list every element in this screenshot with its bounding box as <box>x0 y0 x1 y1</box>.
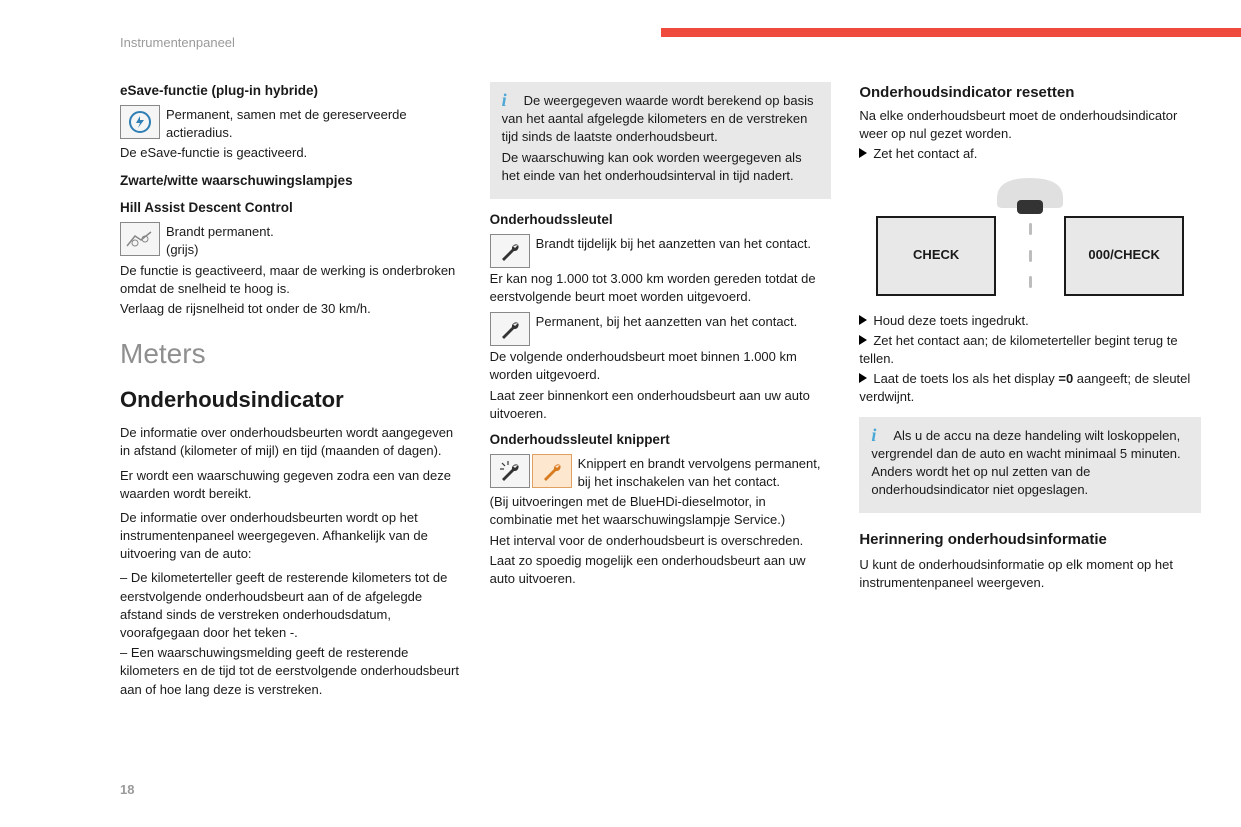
knippert-p3: Laat zo spoedig mogelijk een onderhoudsb… <box>490 552 832 588</box>
ind-p2: Er wordt een waarschuwing gegeven zodra … <box>120 467 462 503</box>
indicator-heading: Onderhoudsindicator <box>120 385 462 416</box>
main-columns: eSave-functie (plug-in hybride) Permanen… <box>120 82 1201 701</box>
wrench-flash-icon <box>490 454 530 488</box>
reset-b3: Zet het contact aan; de kilometerteller … <box>859 332 1201 368</box>
column-3: Onderhoudsindicator resetten Na elke ond… <box>859 82 1201 701</box>
herinner-p: U kunt de onderhoudsinformatie op elk mo… <box>859 556 1201 592</box>
bullet-arrow-icon <box>859 148 867 158</box>
hill-desc1: Brandt permanent. <box>166 224 274 239</box>
car-silhouette-icon <box>987 170 1073 221</box>
hill-row: Brandt permanent. (grijs) <box>120 222 462 259</box>
info-icon: i <box>502 88 507 113</box>
check-button-left: CHECK <box>876 216 996 296</box>
meters-heading: Meters <box>120 334 462 373</box>
diagram-divider <box>1024 216 1036 296</box>
knippert-p2: Het interval voor de onderhoudsbeurt is … <box>490 532 832 550</box>
wrench-row-2: Permanent, bij het aanzetten van het con… <box>490 312 832 346</box>
wrench-row-1: Brandt tijdelijk bij het aanzetten van h… <box>490 234 832 268</box>
reset-p1: Na elke onderhoudsbeurt moet de onderhou… <box>859 107 1201 143</box>
sleutel-h: Onderhoudssleutel <box>490 211 832 230</box>
reset-b2: Houd deze toets ingedrukt. <box>859 312 1201 330</box>
wrench-icon <box>490 234 530 268</box>
reset-diagram: CHECK 000/CHECK <box>859 216 1201 296</box>
column-1: eSave-functie (plug-in hybride) Permanen… <box>120 82 462 701</box>
reset-h: Onderhoudsindicator resetten <box>859 82 1201 103</box>
ind-li2: – Een waarschuwingsmelding geeft de rest… <box>120 644 462 699</box>
header-section: Instrumentenpaneel <box>120 35 235 50</box>
recharge-icon <box>120 105 160 139</box>
info2-text: Als u de accu na deze handeling wilt los… <box>871 427 1189 500</box>
hill-descent-icon <box>120 222 160 256</box>
sleutel-p2: De volgende onderhoudsbeurt moet binnen … <box>490 348 832 384</box>
knippert-desc: Knippert en brandt vervolgens permanent,… <box>578 454 832 491</box>
check-button-right: 000/CHECK <box>1064 216 1184 296</box>
reset-steps-1: Zet het contact af. <box>859 145 1201 163</box>
double-wrench-icon <box>490 454 572 488</box>
wrench-orange-icon <box>532 454 572 488</box>
column-2: i De weergegeven waarde wordt berekend o… <box>490 82 832 701</box>
page-header: Instrumentenpaneel <box>120 34 1241 54</box>
bullet-arrow-icon <box>859 315 867 325</box>
wrench-icon <box>490 312 530 346</box>
hill-p2: Verlaag de rijsnelheid tot onder de 30 k… <box>120 300 462 318</box>
info1-b: De waarschuwing kan ook worden weergegev… <box>502 149 820 185</box>
info1-a: De weergegeven waarde wordt berekend op … <box>502 92 820 147</box>
page-number: 18 <box>120 781 134 799</box>
hill-desc: Brandt permanent. (grijs) <box>166 222 462 259</box>
knippert-p1: (Bij uitvoeringen met de BlueHDi-dieselm… <box>490 493 832 529</box>
esave-row: Permanent, samen met de gereserveerde ac… <box>120 105 462 142</box>
ind-p1: De informatie over onderhoudsbeurten wor… <box>120 424 462 460</box>
reset-b4: Laat de toets los als het display =0 aan… <box>859 370 1201 406</box>
info-box-2: i Als u de accu na deze handeling wilt l… <box>859 417 1201 514</box>
herinner-h: Herinnering onderhoudsinformatie <box>859 529 1201 550</box>
reset-steps-2: Houd deze toets ingedrukt. Zet het conta… <box>859 312 1201 407</box>
bw-warning-title: Zwarte/witte waarschuwingslampjes <box>120 172 462 191</box>
bullet-arrow-icon <box>859 373 867 383</box>
esave-footer: De eSave-functie is geactiveerd. <box>120 144 462 162</box>
esave-title: eSave-functie (plug-in hybride) <box>120 82 462 101</box>
knippert-row: Knippert en brandt vervolgens permanent,… <box>490 454 832 491</box>
knippert-h: Onderhoudssleutel knippert <box>490 431 832 450</box>
esave-desc: Permanent, samen met de gereserveerde ac… <box>166 105 462 142</box>
header-accent-bar <box>661 28 1241 37</box>
sleutel-p3: Laat zeer binnenkort een onderhoudsbeurt… <box>490 387 832 423</box>
reset-b1: Zet het contact af. <box>859 145 1201 163</box>
bullet-arrow-icon <box>859 335 867 345</box>
sleutel-desc2: Permanent, bij het aanzetten van het con… <box>536 312 832 331</box>
ind-li1: – De kilometerteller geeft de resterende… <box>120 569 462 642</box>
info-icon: i <box>871 423 876 448</box>
hill-p1: De functie is geactiveerd, maar de werki… <box>120 262 462 298</box>
info-box-1: i De weergegeven waarde wordt berekend o… <box>490 82 832 199</box>
sleutel-desc1: Brandt tijdelijk bij het aanzetten van h… <box>536 234 832 253</box>
hill-title: Hill Assist Descent Control <box>120 199 462 218</box>
ind-p3: De informatie over onderhoudsbeurten wor… <box>120 509 462 564</box>
sleutel-p1: Er kan nog 1.000 tot 3.000 km worden ger… <box>490 270 832 306</box>
hill-desc2: (grijs) <box>166 242 199 257</box>
